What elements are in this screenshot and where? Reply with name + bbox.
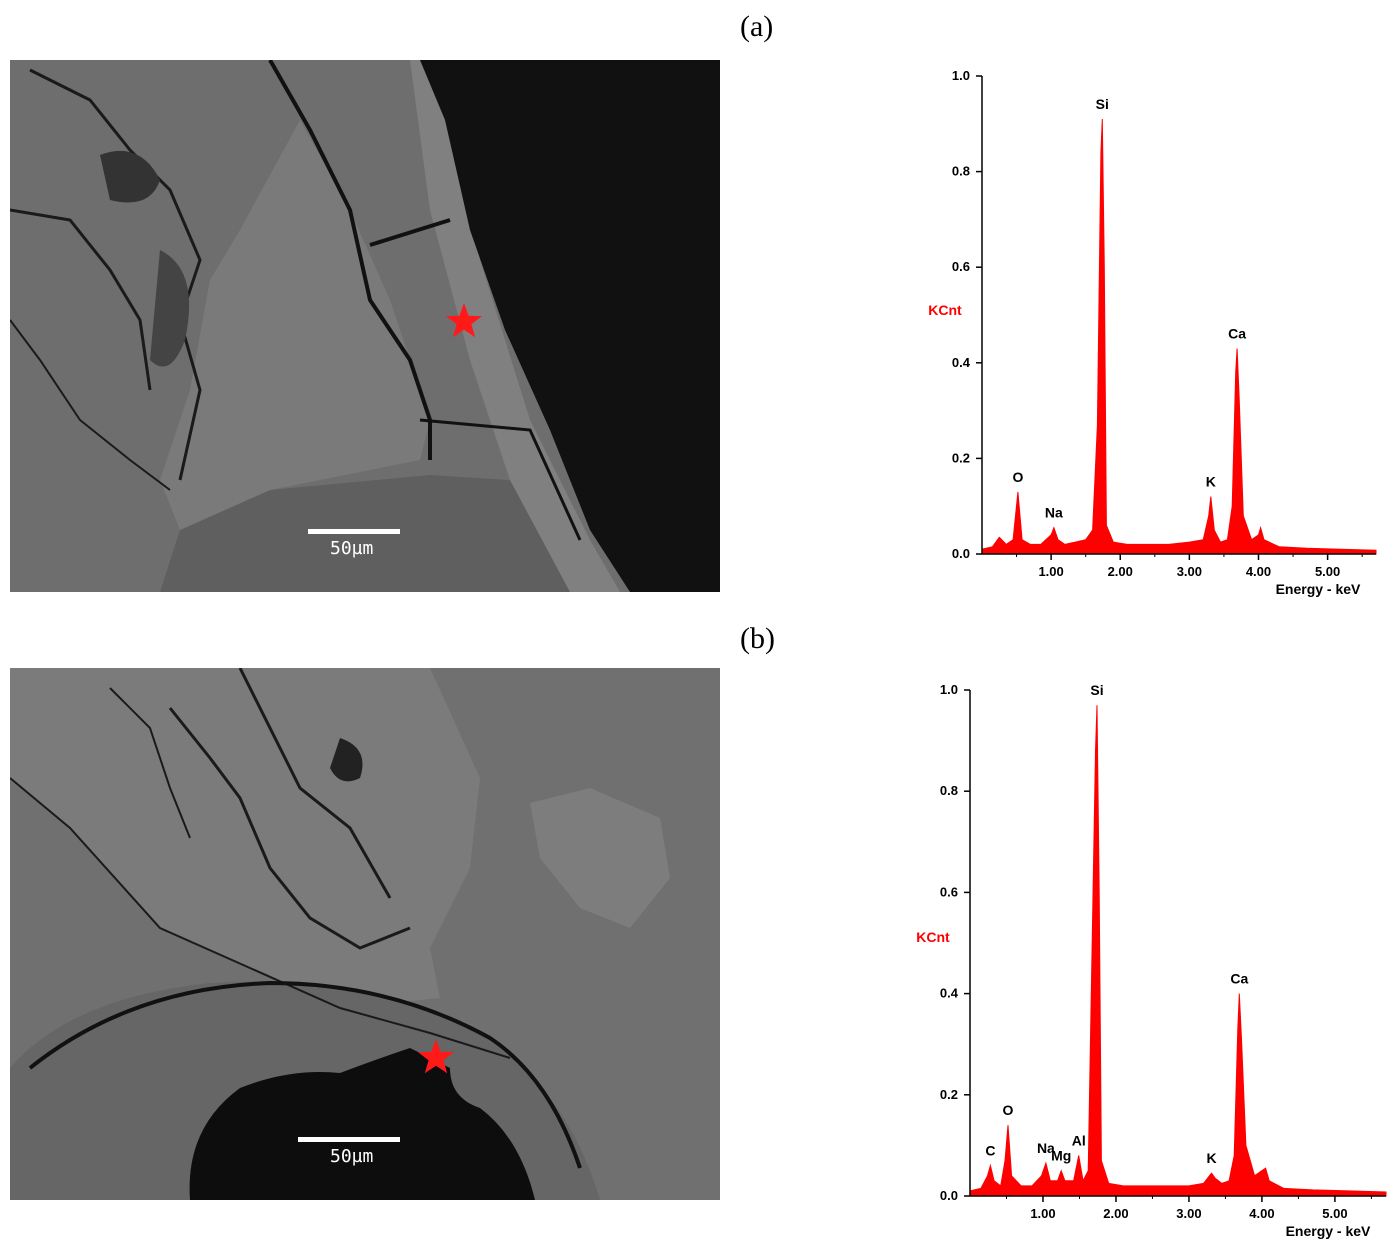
x-tick-label-a: 5.00 <box>1315 564 1340 579</box>
y-tick-label-a: 0.0 <box>952 546 970 561</box>
y-tick-label-b: 0.6 <box>940 884 958 899</box>
panel-label-a: (a) <box>740 10 774 43</box>
x-tick-label-b: 5.00 <box>1322 1206 1347 1221</box>
x-tick-label-b: 2.00 <box>1103 1206 1128 1221</box>
spectrum-area-a <box>981 118 1377 555</box>
peak-label-na-a: Na <box>1045 505 1063 521</box>
y-tick-label-a: 1.0 <box>952 68 970 83</box>
y-tick-label-b: 0.2 <box>940 1087 958 1102</box>
peak-label-c-b: C <box>985 1143 995 1159</box>
scale-label-a: 50µm <box>330 538 373 559</box>
peak-label-mg-b: Mg <box>1051 1148 1071 1164</box>
y-tick-label-b: 0.0 <box>940 1188 958 1203</box>
eds-chart-svg-b: 0.00.20.40.60.81.01.00 2.00 3.00 4.00 5.00KC… <box>916 682 1387 1239</box>
spectrum-area-b <box>969 705 1387 1197</box>
y-axis-label-a: KCnt <box>928 302 962 318</box>
y-tick-label-b: 0.8 <box>940 783 958 798</box>
scale-bar-b <box>298 1137 400 1142</box>
sem-image-b: 50µm <box>10 668 720 1200</box>
y-tick-label-b: 0.4 <box>940 986 959 1001</box>
peak-label-si-b: Si <box>1090 682 1103 698</box>
analysis-point-star-b <box>418 1039 454 1074</box>
eds-chart-svg-a: 0.00.20.40.60.81.01.00 2.00 3.00 4.00 5.00KC… <box>928 68 1377 597</box>
x-tick-label-b: 4.00 <box>1249 1206 1274 1221</box>
y-tick-label-a: 0.2 <box>952 450 970 465</box>
peak-label-o-a: O <box>1012 469 1023 485</box>
x-axis-label-a: Energy - keV <box>1276 581 1361 597</box>
y-tick-label-a: 0.6 <box>952 259 970 274</box>
y-tick-label-a: 0.4 <box>952 355 971 370</box>
x-axis-label-b: Energy - keV <box>1286 1223 1371 1239</box>
analysis-point-star-a <box>446 303 482 338</box>
x-tick-label-a: 2.00 <box>1108 564 1133 579</box>
x-tick-label-a: 4.00 <box>1246 564 1271 579</box>
scale-bar-a <box>308 529 400 534</box>
x-tick-label-b: 3.00 <box>1176 1206 1201 1221</box>
eds-spectrum-a: 0.0 0.2 0.4 0.6 0.8 1.0 1.00 2.00 3.00 4.00 5.00 KC… <box>900 50 1395 610</box>
peak-label-k-b: K <box>1207 1150 1217 1166</box>
peak-label-o-b: O <box>1003 1102 1014 1118</box>
x-tick-label-b: 1.00 <box>1030 1206 1055 1221</box>
peak-label-al-b: Al <box>1072 1133 1086 1149</box>
peak-label-ca-b: Ca <box>1230 971 1248 987</box>
x-tick-label-a: 3.00 <box>1177 564 1202 579</box>
peak-label-na-b: Na <box>1037 1140 1055 1156</box>
panel-label-b: (b) <box>740 622 775 655</box>
eds-spectrum-b: 0.0 0.2 0.4 0.6 0.8 1.0 1.00 2.00 3.00 4.00 5.00 KC… <box>900 668 1395 1248</box>
peak-label-ca-a: Ca <box>1228 325 1246 341</box>
y-tick-label-b: 1.0 <box>940 682 958 697</box>
y-tick-label-a: 0.8 <box>952 164 970 179</box>
peak-label-si-a: Si <box>1096 96 1109 112</box>
sem-image-a: 50µm <box>10 60 720 592</box>
peak-label-k-a: K <box>1206 474 1216 490</box>
scale-label-b: 50µm <box>330 1146 373 1167</box>
y-axis-label-b: KCnt <box>916 929 950 945</box>
x-tick-label-a: 1.00 <box>1038 564 1063 579</box>
